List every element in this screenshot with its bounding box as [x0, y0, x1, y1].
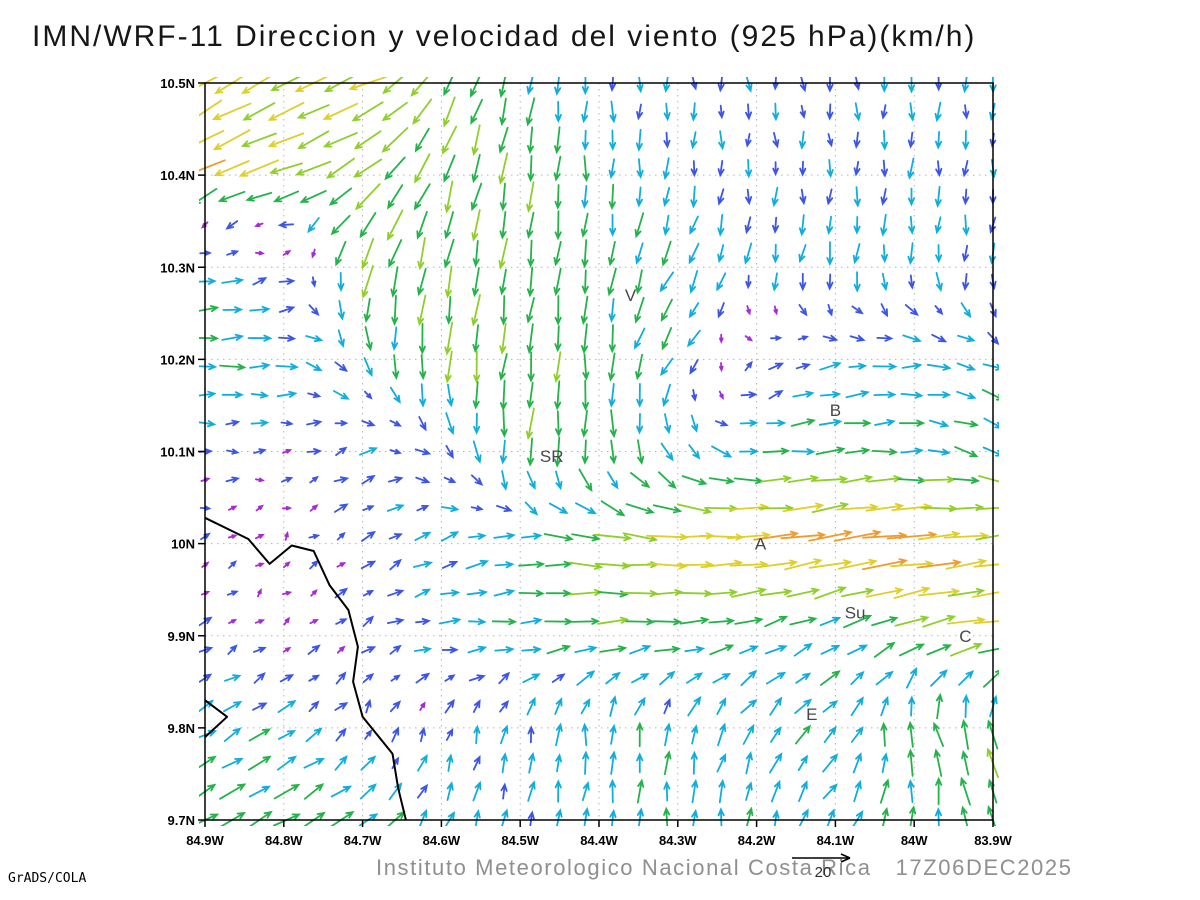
y-tick-label: 10.2N	[160, 352, 195, 367]
station-label: SR	[540, 447, 564, 466]
x-tick-label: 84.7W	[344, 833, 382, 848]
grads-credit: GrADS/COLA	[8, 871, 87, 886]
coastline	[204, 516, 407, 821]
station-label: Su	[845, 604, 866, 623]
reference-vector-value: 20	[814, 864, 832, 881]
chart-title: IMN/WRF-11 Direccion y velocidad del vie…	[32, 20, 977, 53]
timestamp-text: 17Z06DEC2025	[895, 855, 1073, 880]
station-label: I	[991, 530, 996, 549]
x-tick-label: 84.2W	[738, 833, 776, 848]
y-tick-label: 10.5N	[160, 76, 195, 91]
station-label: V	[625, 286, 637, 305]
y-tick-label: 9.9N	[168, 629, 195, 644]
reference-vector: 20	[790, 852, 856, 881]
x-tick-label: 84.1W	[817, 833, 855, 848]
y-tick-label: 9.8N	[168, 721, 195, 736]
x-tick-label: 84.8W	[265, 833, 303, 848]
footer: Instituto Meteorologico Nacional Costa R…	[376, 855, 1073, 881]
x-tick-label: 84.9W	[186, 833, 224, 848]
y-tick-label: 10.3N	[160, 260, 195, 275]
x-tick-label: 84.3W	[659, 833, 697, 848]
x-tick-label: 83.9W	[974, 833, 1012, 848]
x-tick-label: 84.6W	[423, 833, 461, 848]
axis-labels: 84.9W 84.8W 84.7W 84.6W 84.5W 84.4W 84.3W 84.2W…	[160, 76, 1012, 848]
y-tick-label: 10.1N	[160, 445, 195, 460]
wind-arrows	[199, 77, 999, 826]
y-tick-label: 9.7N	[168, 813, 195, 828]
station-label: C	[959, 627, 971, 646]
x-tick-label: 84.5W	[501, 833, 539, 848]
station-label: B	[830, 401, 841, 420]
y-tick-label: 10N	[171, 537, 195, 552]
station-label: A	[755, 535, 767, 554]
attribution-text: Instituto Meteorologico Nacional Costa R…	[376, 855, 872, 880]
y-tick-label: 10.4N	[160, 168, 195, 183]
station-label: E	[806, 705, 817, 724]
x-tick-label: 84.4W	[580, 833, 618, 848]
station-labels: V B SR A Su C E I	[540, 286, 995, 724]
x-tick-label: 84W	[901, 833, 928, 848]
reference-arrow-icon	[792, 853, 851, 863]
